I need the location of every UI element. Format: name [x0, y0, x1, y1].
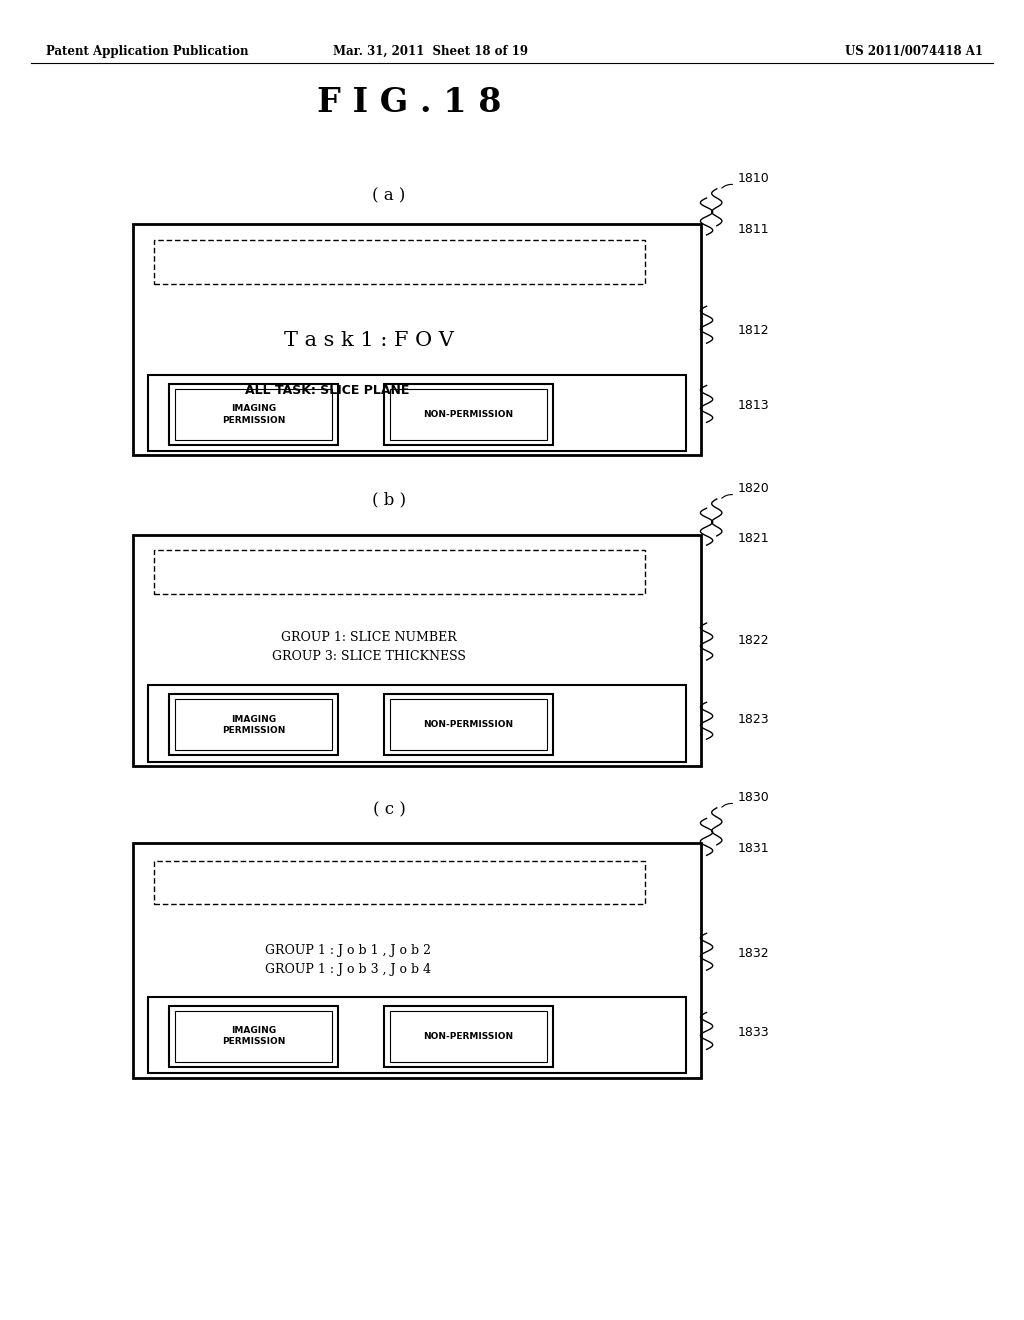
Bar	[169, 1006, 338, 1067]
Text: ( c ): ( c )	[373, 801, 406, 818]
Bar	[133, 843, 701, 1078]
Bar	[169, 384, 338, 445]
Text: IMAGING
PERMISSION: IMAGING PERMISSION	[222, 1026, 285, 1047]
Bar	[148, 997, 686, 1073]
Text: 1820: 1820	[737, 482, 769, 495]
Bar	[390, 700, 547, 750]
Text: ( a ): ( a )	[373, 187, 406, 205]
Text: 1832: 1832	[737, 946, 769, 960]
Text: 1810: 1810	[737, 172, 769, 185]
Text: 1811: 1811	[737, 223, 769, 236]
Text: 1821: 1821	[737, 532, 769, 545]
Bar	[169, 694, 338, 755]
Bar	[384, 694, 553, 755]
Text: F I G . 1 8: F I G . 1 8	[317, 86, 502, 119]
Bar	[154, 861, 645, 904]
Bar	[154, 240, 645, 284]
Text: ( b ): ( b )	[372, 491, 407, 508]
Text: GROUP 1 : J o b 1 , J o b 2
GROUP 1 : J o b 3 , J o b 4: GROUP 1 : J o b 1 , J o b 2 GROUP 1 : J …	[265, 944, 431, 975]
Bar	[390, 1011, 547, 1061]
Bar	[390, 389, 547, 440]
Text: 1831: 1831	[737, 842, 769, 855]
Text: 1823: 1823	[737, 713, 769, 726]
Bar	[175, 389, 332, 440]
Bar	[175, 1011, 332, 1061]
Text: NON-PERMISSION: NON-PERMISSION	[423, 411, 514, 418]
Text: NON-PERMISSION: NON-PERMISSION	[423, 1032, 514, 1040]
Text: US 2011/0074418 A1: US 2011/0074418 A1	[845, 45, 983, 58]
Text: NON-PERMISSION: NON-PERMISSION	[423, 721, 514, 729]
Text: 1812: 1812	[737, 323, 769, 337]
Bar	[154, 550, 645, 594]
Text: 1822: 1822	[737, 634, 769, 647]
Bar	[133, 224, 701, 455]
Text: 1830: 1830	[737, 791, 769, 804]
Text: T a s k 1 : F O V: T a s k 1 : F O V	[284, 331, 454, 350]
Bar	[133, 535, 701, 766]
Text: IMAGING
PERMISSION: IMAGING PERMISSION	[222, 404, 285, 425]
Text: ALL TASK: SLICE PLANE: ALL TASK: SLICE PLANE	[246, 384, 410, 397]
Text: Mar. 31, 2011  Sheet 18 of 19: Mar. 31, 2011 Sheet 18 of 19	[333, 45, 527, 58]
Text: 1833: 1833	[737, 1026, 769, 1039]
Bar	[175, 700, 332, 750]
Bar	[148, 375, 686, 451]
Text: IMAGING
PERMISSION: IMAGING PERMISSION	[222, 714, 285, 735]
Bar	[384, 1006, 553, 1067]
Text: Patent Application Publication: Patent Application Publication	[46, 45, 249, 58]
Text: 1813: 1813	[737, 399, 769, 412]
Text: GROUP 1: SLICE NUMBER
GROUP 3: SLICE THICKNESS: GROUP 1: SLICE NUMBER GROUP 3: SLICE THI…	[271, 631, 466, 663]
Bar	[384, 384, 553, 445]
Bar	[148, 685, 686, 762]
